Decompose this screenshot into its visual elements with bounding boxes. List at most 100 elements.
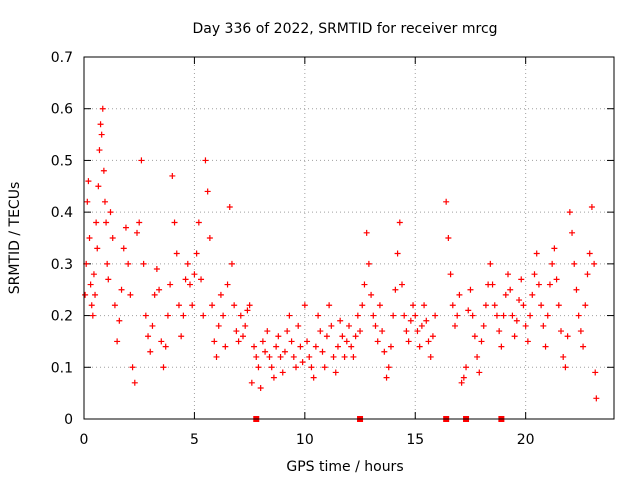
data-point xyxy=(114,338,121,345)
data-point xyxy=(467,286,474,293)
data-point xyxy=(134,229,140,236)
data-point xyxy=(359,302,366,309)
data-point xyxy=(427,353,434,360)
data-point xyxy=(306,353,313,360)
data-point xyxy=(474,353,481,360)
data-point xyxy=(354,312,361,319)
data-point xyxy=(122,224,129,231)
data-point xyxy=(321,364,328,371)
data-point xyxy=(348,343,355,350)
data-point xyxy=(140,260,147,267)
data-point xyxy=(200,312,207,319)
data-point xyxy=(220,312,227,319)
data-point xyxy=(332,369,339,376)
data-point xyxy=(560,353,567,360)
y-axis-label: SRMTID / TECUs xyxy=(7,182,23,295)
data-point xyxy=(222,343,229,350)
data-point xyxy=(385,364,392,371)
data-point xyxy=(463,364,470,371)
data-point xyxy=(334,343,341,350)
data-point xyxy=(337,317,344,324)
data-point xyxy=(414,328,421,335)
data-point xyxy=(84,198,91,205)
data-point xyxy=(95,183,102,190)
data-point xyxy=(447,271,454,278)
data-point xyxy=(493,312,500,319)
data-point xyxy=(524,338,531,345)
data-point xyxy=(429,333,436,340)
data-point xyxy=(167,281,174,288)
y-tick-label: 0 xyxy=(64,412,73,428)
data-point xyxy=(370,312,377,319)
data-point xyxy=(175,302,182,309)
data-point xyxy=(489,281,496,288)
data-point xyxy=(228,260,235,267)
data-point xyxy=(103,219,110,226)
data-point xyxy=(471,333,478,340)
data-point xyxy=(118,286,125,293)
data-point xyxy=(149,322,156,329)
data-point xyxy=(372,322,379,329)
data-point xyxy=(533,250,540,257)
data-point xyxy=(509,312,516,319)
data-point xyxy=(288,338,295,345)
data-point xyxy=(390,312,397,319)
data-point xyxy=(202,157,209,164)
data-point xyxy=(381,348,388,355)
data-point xyxy=(96,147,103,154)
data-point xyxy=(89,312,96,319)
data-point xyxy=(538,302,545,309)
y-tick-label: 0.1 xyxy=(51,360,73,376)
data-point xyxy=(387,343,394,350)
data-point xyxy=(98,131,105,138)
data-point xyxy=(240,333,246,340)
data-point xyxy=(226,203,233,210)
data-point xyxy=(357,328,364,335)
data-point xyxy=(235,338,242,345)
data-point xyxy=(401,312,408,319)
data-point xyxy=(270,374,277,381)
data-point xyxy=(403,328,410,335)
data-point xyxy=(105,276,112,283)
data-point xyxy=(94,245,101,252)
data-point xyxy=(480,322,487,329)
data-point xyxy=(326,302,333,309)
data-point xyxy=(217,291,224,298)
data-point xyxy=(244,307,251,314)
data-point xyxy=(120,245,127,252)
y-axis-tick-labels: 0 0.1 0.2 0.3 0.4 0.5 0.6 0.7 xyxy=(51,50,73,428)
data-point xyxy=(544,312,551,319)
data-point xyxy=(432,312,439,319)
data-point xyxy=(281,348,288,355)
data-point xyxy=(571,260,578,267)
data-point xyxy=(553,276,560,283)
data-point xyxy=(443,198,450,205)
y-tick-label: 0.7 xyxy=(51,50,73,66)
data-point xyxy=(593,395,600,402)
data-point xyxy=(86,235,93,241)
data-point xyxy=(540,322,547,329)
data-point xyxy=(162,343,169,350)
data-point xyxy=(116,317,123,324)
y-tick-label: 0.2 xyxy=(51,309,73,325)
data-point xyxy=(138,157,145,164)
data-point xyxy=(99,105,106,112)
data-point xyxy=(399,281,405,288)
data-point xyxy=(293,364,299,371)
data-point xyxy=(129,364,136,371)
data-point xyxy=(580,343,587,350)
data-point xyxy=(125,260,132,267)
data-point xyxy=(529,291,536,298)
data-point xyxy=(253,353,260,360)
data-point xyxy=(301,302,308,309)
data-point xyxy=(383,374,390,381)
data-point xyxy=(478,338,485,345)
data-point xyxy=(365,260,372,267)
data-point xyxy=(85,178,92,185)
data-point xyxy=(224,281,231,288)
data-point xyxy=(286,312,293,319)
data-point xyxy=(104,260,111,267)
data-point xyxy=(412,312,419,319)
data-point xyxy=(330,353,337,360)
data-point xyxy=(542,343,549,350)
